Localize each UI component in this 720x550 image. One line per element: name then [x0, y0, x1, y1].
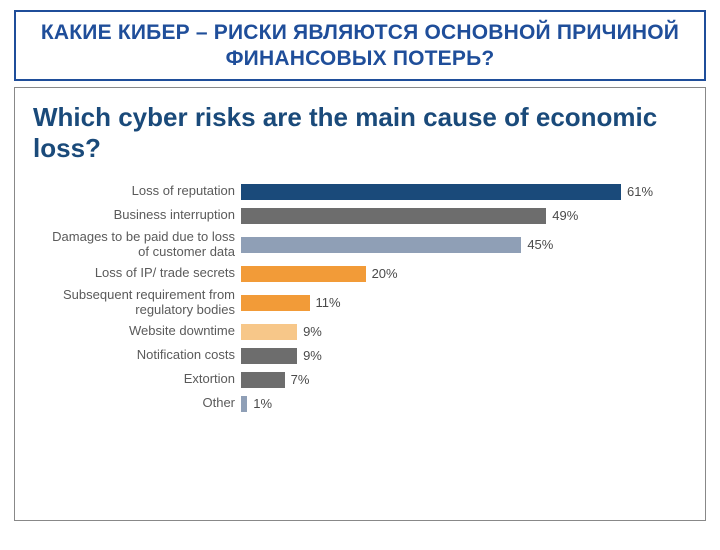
bar-value: 9%: [303, 324, 322, 339]
bar: [241, 396, 247, 412]
bar: [241, 372, 285, 388]
bar-label: Loss of reputation: [41, 184, 241, 199]
chart-title: Which cyber risks are the main cause of …: [33, 102, 687, 164]
chart-row: Business interruption 49%: [41, 206, 687, 226]
bar-label: Loss of IP/ trade secrets: [41, 266, 241, 281]
bar-value: 49%: [552, 208, 578, 223]
bar: [241, 184, 621, 200]
chart-row: Other 1%: [41, 394, 687, 414]
chart-row: Extortion 7%: [41, 370, 687, 390]
slide-header: КАКИЕ КИБЕР – РИСКИ ЯВЛЯЮТСЯ ОСНОВНОЙ ПР…: [14, 10, 706, 81]
bar-value: 1%: [253, 396, 272, 411]
bar-value: 11%: [316, 295, 341, 310]
bar-label: Damages to be paid due to loss of custom…: [41, 230, 241, 260]
bar: [241, 237, 521, 253]
bar-label: Website downtime: [41, 324, 241, 339]
chart-row: Subsequent requirement from regulatory b…: [41, 288, 687, 318]
bar-value: 20%: [372, 266, 398, 281]
bar-value: 61%: [627, 184, 653, 199]
bar: [241, 208, 546, 224]
bar-label: Notification costs: [41, 348, 241, 363]
bar-area: 7%: [241, 370, 687, 390]
bar-area: 9%: [241, 322, 687, 342]
bar-label: Subsequent requirement from regulatory b…: [41, 288, 241, 318]
bar: [241, 324, 297, 340]
bar: [241, 295, 310, 311]
bar-value: 9%: [303, 348, 322, 363]
bar: [241, 348, 297, 364]
bar-value: 7%: [291, 372, 310, 387]
bar-label: Business interruption: [41, 208, 241, 223]
chart-row: Damages to be paid due to loss of custom…: [41, 230, 687, 260]
bar-chart: Loss of reputation 61% Business interrupti…: [41, 182, 687, 414]
chart-row: Loss of IP/ trade secrets 20%: [41, 264, 687, 284]
bar-area: 45%: [241, 235, 687, 255]
content-panel: Which cyber risks are the main cause of …: [14, 87, 706, 521]
chart-row: Website downtime 9%: [41, 322, 687, 342]
chart-row: Loss of reputation 61%: [41, 182, 687, 202]
bar-area: 61%: [241, 182, 687, 202]
bar-value: 45%: [527, 237, 553, 252]
bar-label: Other: [41, 396, 241, 411]
bar-area: 49%: [241, 206, 687, 226]
chart-row: Notification costs 9%: [41, 346, 687, 366]
bar-area: 11%: [241, 293, 687, 313]
bar: [241, 266, 366, 282]
bar-label: Extortion: [41, 372, 241, 387]
bar-area: 20%: [241, 264, 687, 284]
slide-title: КАКИЕ КИБЕР – РИСКИ ЯВЛЯЮТСЯ ОСНОВНОЙ ПР…: [30, 20, 690, 73]
bar-area: 9%: [241, 346, 687, 366]
bar-area: 1%: [241, 394, 687, 414]
